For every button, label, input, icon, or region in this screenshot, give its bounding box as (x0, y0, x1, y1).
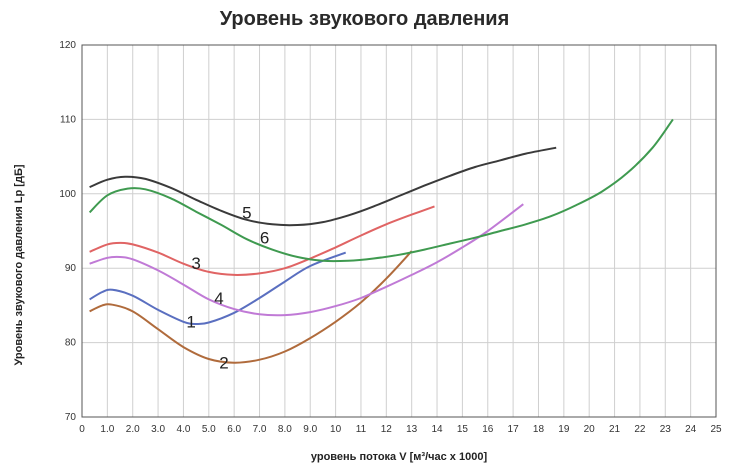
x-tick-label: 2.0 (126, 424, 140, 435)
x-tick-label: 24 (685, 424, 697, 435)
x-tick-label: 13 (406, 424, 418, 435)
y-tick-label: 100 (59, 189, 76, 200)
curve-label-3: 3 (191, 254, 200, 273)
series-line-3 (89, 205, 435, 276)
x-tick-label: 16 (482, 424, 494, 435)
x-tick-label: 14 (431, 424, 443, 435)
x-tick-label: 8.0 (278, 424, 292, 435)
chart-title: Уровень звукового давления (219, 8, 510, 30)
y-tick-label: 120 (59, 40, 76, 51)
x-tick-label: 17 (508, 424, 520, 435)
x-tick-label: 1.0 (100, 424, 114, 435)
x-tick-label: 12 (381, 424, 393, 435)
series-line-2 (89, 250, 413, 364)
x-tick-label: 11 (356, 424, 367, 435)
x-tick-label: 18 (533, 424, 545, 435)
y-tick-label: 70 (65, 412, 77, 423)
plot-frame (81, 44, 717, 418)
x-tick-labels: 0 1.0 2.0 3.0 4.0 5.0 6.0 7.0 8.0 9.0 10 11 12 13 14 15… (79, 424, 722, 435)
curve-label-6: 6 (260, 229, 269, 248)
x-tick-label: 20 (584, 424, 596, 435)
x-tick-label: 15 (457, 424, 469, 435)
x-tick-label: 22 (634, 424, 646, 435)
x-tick-label: 6.0 (227, 424, 241, 435)
x-tick-label: 25 (710, 424, 722, 435)
x-tick-label: 9.0 (303, 424, 317, 435)
series-line-1 (89, 251, 347, 326)
curve-label-5: 5 (242, 203, 251, 222)
x-tick-label: 19 (558, 424, 570, 435)
series-line-5 (89, 146, 557, 227)
x-tick-label: 5.0 (202, 424, 216, 435)
series-line-6 (88, 118, 674, 263)
x-tick-label: 7.0 (253, 424, 267, 435)
grid (81, 44, 717, 418)
x-tick-label: 10 (330, 424, 342, 435)
curve-label-2: 2 (219, 354, 228, 373)
y-tick-label: 80 (65, 338, 77, 349)
x-tick-label: 3.0 (151, 424, 165, 435)
x-tick-label: 23 (660, 424, 672, 435)
curve-label-1: 1 (186, 313, 195, 332)
x-tick-label: 21 (609, 424, 621, 435)
y-axis-label: Уровень звукового давления Lp [дБ] (13, 164, 25, 365)
x-tick-label: 0 (79, 424, 85, 435)
series-line-4 (89, 203, 524, 317)
y-tick-labels: 70 80 90 100 110 120 (59, 40, 76, 423)
y-tick-label: 90 (65, 263, 77, 274)
series-lines (88, 118, 674, 364)
x-tick-label: 4.0 (176, 424, 190, 435)
y-tick-label: 110 (60, 114, 76, 125)
x-axis-label: уровень потока V [м³/час x 1000] (311, 451, 488, 463)
curve-label-4: 4 (214, 289, 223, 308)
